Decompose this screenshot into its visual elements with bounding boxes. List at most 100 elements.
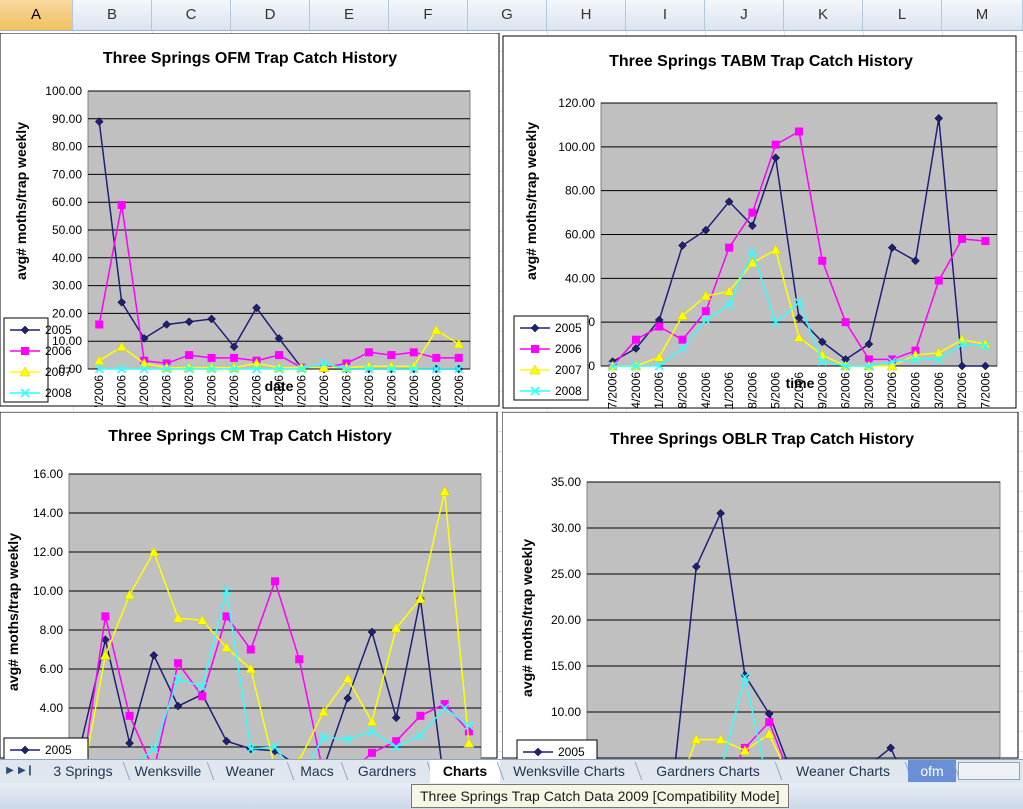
series-2006-point-9: [295, 655, 304, 664]
series-2008-point-13: [391, 742, 401, 752]
column-header-i[interactable]: I: [626, 0, 705, 30]
series-2005-point-14: [934, 113, 944, 123]
series-2005-point-legend: [20, 325, 30, 335]
x-tick-label: 5/14/2006: [115, 375, 129, 407]
column-header-e[interactable]: E: [310, 0, 389, 30]
series-2005-point-5: [716, 508, 725, 518]
column-header-d[interactable]: D: [231, 0, 310, 30]
series-2008-point-6: [747, 247, 757, 257]
column-header-j[interactable]: J: [705, 0, 784, 30]
series-2006-point-6: [222, 612, 231, 621]
column-header-c[interactable]: C: [152, 0, 231, 30]
sheet-tab-charts[interactable]: Charts: [430, 760, 500, 784]
legend-label-2006: 2006: [45, 344, 72, 358]
series-2007-point-15: [430, 324, 442, 335]
column-header-b[interactable]: B: [73, 0, 152, 30]
series-2006-point-6: [230, 353, 239, 362]
y-tick-label: 100.00: [558, 140, 595, 154]
series-2008-point-1: [631, 361, 641, 371]
legend-marker-2007: [19, 366, 31, 377]
y-axis-label: avg# moths/trap weekly: [5, 533, 21, 691]
y-tick-label: 20.00: [551, 613, 581, 627]
series-2007-point-15: [439, 486, 451, 496]
series-2005-point-8: [794, 313, 804, 323]
y-tick-label: 4.00: [40, 701, 64, 715]
x-tick-label: 8/13/2006: [407, 375, 421, 407]
series-2005-point-6: [222, 736, 231, 746]
x-tick-label: 8/27/2006: [452, 375, 466, 407]
x-tick-label: 8/20/2006: [955, 372, 969, 409]
horizontal-scrollbar[interactable]: [958, 762, 1020, 780]
x-tick-label: 5/28/2006: [160, 375, 174, 407]
y-tick-label: 70.00: [52, 167, 82, 181]
y-tick-label: 8.00: [40, 623, 64, 637]
series-2008-point-legend: [530, 386, 540, 396]
series-2008-point-4: [184, 364, 194, 374]
x-tick-label: 5/7/2006: [606, 372, 620, 409]
chart-tabm[interactable]: Three Springs TABM Trap Catch History0.0…: [502, 35, 1017, 409]
nav-prev-icon[interactable]: ▶: [6, 765, 14, 776]
series-2008-point-11: [341, 364, 351, 374]
x-tick-label: 6/4/2006: [182, 375, 196, 407]
y-tick-label: 10.00: [33, 584, 63, 598]
series-2008-point-13: [386, 364, 396, 374]
nav-last-icon[interactable]: ▶❙: [18, 765, 35, 776]
series-2005-point-6: [229, 342, 239, 352]
series-2007-line: [85, 491, 470, 759]
series-2008-point-legend: [20, 388, 30, 398]
series-2005-point-legend: [530, 323, 540, 333]
series-2006-point-8: [275, 351, 283, 360]
chart-title: Three Springs CM Trap Catch History: [108, 428, 392, 445]
series-2008-point-5: [207, 364, 217, 374]
series-2006-point-16: [464, 727, 473, 736]
series-2005-point-4: [701, 225, 711, 235]
column-header-f[interactable]: F: [389, 0, 468, 30]
legend-marker-2005: [20, 745, 30, 755]
x-tick-label: 6/25/2006: [769, 372, 783, 409]
sheet-tab-weaner-charts[interactable]: Weaner Charts: [796, 763, 890, 779]
series-2007-point-0: [93, 355, 105, 365]
chart-cm[interactable]: Three Springs CM Trap Catch History0.002…: [0, 412, 498, 759]
x-tick-label: 8/27/2006: [978, 372, 992, 409]
series-2008-point-7: [771, 317, 781, 327]
y-tick-label: 25.00: [551, 567, 581, 581]
series-2006-point-7: [246, 645, 255, 654]
series-2006-point-13: [392, 737, 401, 746]
x-tick-label: 8/6/2006: [384, 375, 398, 407]
sheet-tab-wenksville[interactable]: Wenksville: [134, 763, 202, 779]
sheet-tab-gardners-charts[interactable]: Gardners Charts: [656, 763, 760, 779]
series-2008-point-9: [817, 357, 827, 367]
column-header-g[interactable]: G: [468, 0, 547, 30]
series-2007-point-14: [933, 347, 945, 358]
sheet-tab-ofm[interactable]: ofm: [908, 760, 956, 782]
series-2007-point-2: [138, 357, 150, 368]
sheet-tab-3-springs[interactable]: 3 Springs: [53, 763, 113, 779]
column-header-h[interactable]: H: [547, 0, 626, 30]
legend-marker-2006: [21, 347, 29, 355]
chart-oblr[interactable]: Three Springs OBLR Trap Catch History0.0…: [502, 412, 1019, 759]
legend-marker-2005: [20, 325, 30, 335]
legend-box: [516, 739, 598, 759]
chart-ofm[interactable]: Three Springs OFM Trap Catch History 0.00…: [0, 33, 500, 407]
column-header-a[interactable]: A: [0, 0, 73, 30]
series-2006-point-3: [678, 335, 687, 344]
sheet-tab-weaner[interactable]: Weaner: [225, 763, 275, 779]
series-2007-point-4: [172, 612, 184, 623]
series-2007-point-14: [414, 593, 426, 604]
x-tick-label: 6/4/2006: [699, 372, 713, 409]
series-2008-point-3: [677, 343, 688, 354]
y-tick-label: 35.00: [551, 475, 581, 489]
y-tick-label: 14.00: [33, 506, 63, 520]
series-2008-point-15: [440, 703, 450, 713]
series-2006-point-15: [432, 353, 441, 362]
sheet-tab-gardners[interactable]: Gardners: [357, 763, 417, 779]
column-header-k[interactable]: K: [784, 0, 863, 30]
column-header-m[interactable]: M: [942, 0, 1023, 30]
series-2005-point-3: [162, 320, 172, 329]
column-header-l[interactable]: L: [863, 0, 942, 30]
sheet-tab-macs[interactable]: Macs: [300, 763, 334, 779]
series-2005-point-4: [184, 317, 194, 327]
y-tick-label: 30.00: [52, 279, 82, 293]
sheet-tab-wenksville-charts[interactable]: Wenksville Charts: [513, 763, 625, 779]
series-2007-point-6: [739, 745, 751, 755]
